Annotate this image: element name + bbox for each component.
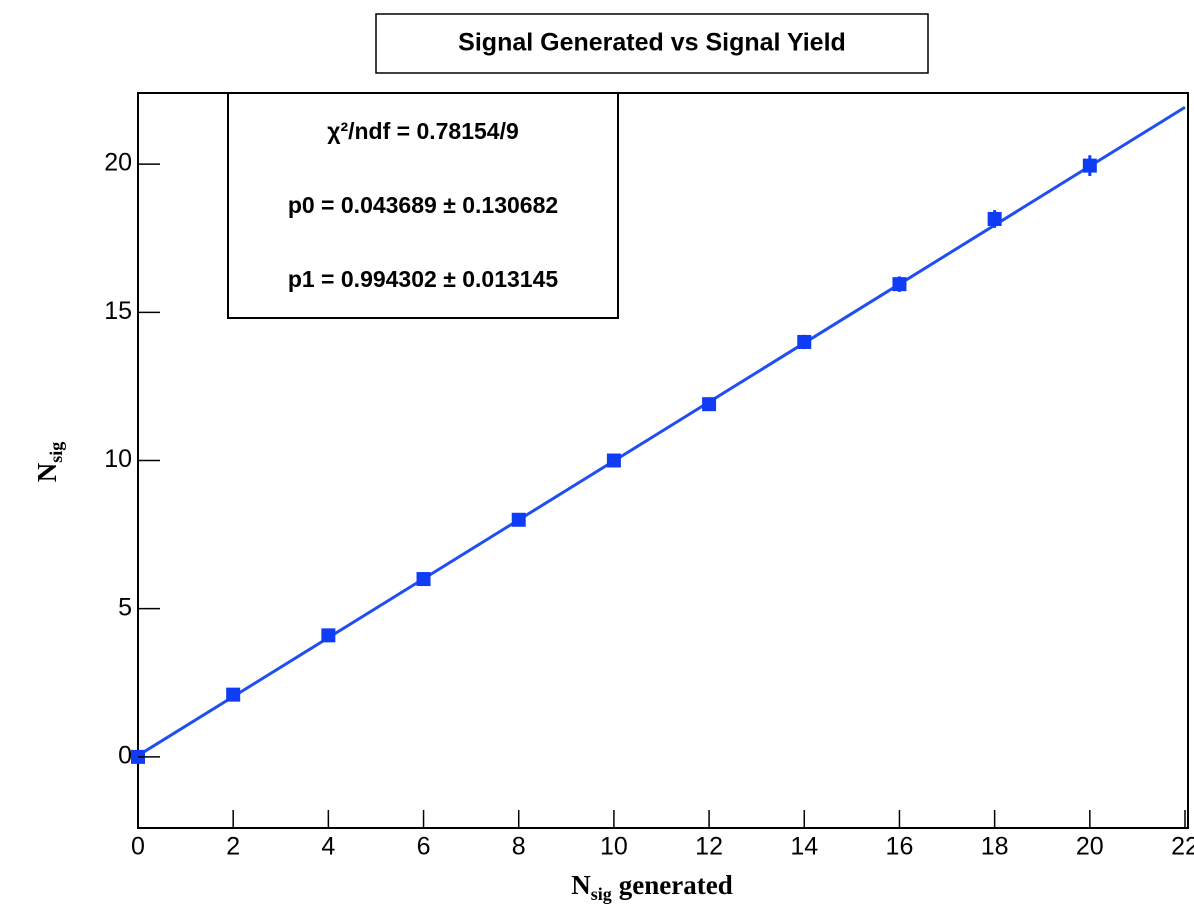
data-point [892, 277, 907, 292]
x-tick-label: 4 [321, 833, 335, 861]
y-axis-label-main: N [32, 462, 62, 482]
x-axis-label-main: N [571, 870, 591, 900]
chart-title: Signal Generated vs Signal Yield [458, 29, 846, 57]
stats-line: χ²/ndf = 0.78154/9 [327, 118, 519, 144]
title-box [375, 13, 929, 74]
x-axis-label-sub: sig [591, 884, 612, 904]
x-tick-label: 0 [131, 833, 145, 861]
stats-line: p0 = 0.043689 ± 0.130682 [288, 192, 558, 218]
x-axis-label-rest: generated [619, 870, 733, 900]
x-tick-label: 2 [226, 833, 240, 861]
x-tick-label: 14 [790, 833, 818, 861]
data-point [416, 572, 431, 587]
y-axis-label: Nsig [32, 442, 66, 483]
x-tick-label: 6 [417, 833, 431, 861]
data-point [606, 453, 621, 468]
stats-box [227, 92, 619, 319]
y-tick-label: 0 [118, 741, 132, 769]
data-point [797, 334, 812, 349]
data-point [226, 687, 241, 702]
x-tick-label: 10 [600, 833, 628, 861]
y-tick-label: 20 [104, 149, 132, 177]
data-point [511, 512, 526, 527]
y-tick-label: 15 [104, 297, 132, 325]
x-tick-label: 22 [1171, 833, 1194, 861]
stats-line: p1 = 0.994302 ± 0.013145 [288, 266, 559, 292]
data-point [321, 628, 336, 643]
x-tick-label: 8 [512, 833, 526, 861]
x-tick-label: 12 [695, 833, 723, 861]
data-point [1082, 158, 1097, 173]
x-tick-label: 16 [886, 833, 914, 861]
fit-line [137, 105, 1186, 757]
y-axis-label-sub: sig [46, 442, 66, 463]
x-axis-label: Nsig generated [571, 870, 732, 904]
x-tick-label: 18 [981, 833, 1009, 861]
y-tick-label: 5 [118, 593, 132, 621]
data-point [987, 211, 1002, 226]
data-point [702, 397, 717, 412]
x-tick-label: 20 [1076, 833, 1104, 861]
y-tick-label: 10 [104, 445, 132, 473]
